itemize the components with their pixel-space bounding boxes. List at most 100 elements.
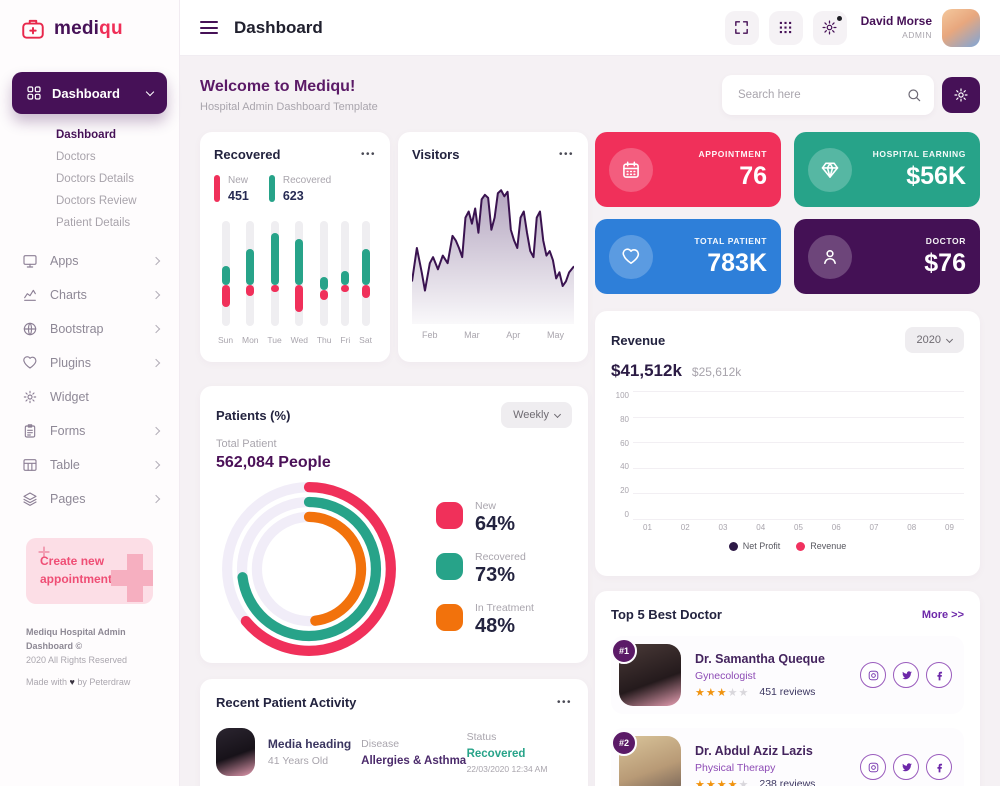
- visitors-card-title: Visitors: [412, 147, 460, 162]
- more-options-icon[interactable]: •••: [360, 149, 376, 160]
- ring-recovered: [236, 496, 382, 642]
- welcome-subtitle: Hospital Admin Dashboard Template: [200, 100, 378, 113]
- doctor-row[interactable]: #1 Dr. Samantha Queque Gynecologist ★ ★ ★ ★…: [611, 636, 964, 714]
- sidebar-item-charts[interactable]: Charts: [0, 278, 179, 312]
- sidebar-item-bootstrap[interactable]: Bootstrap: [0, 312, 179, 346]
- status-label: Status: [466, 730, 497, 743]
- chevron-down-icon: [145, 87, 155, 96]
- period-select[interactable]: Weekly: [501, 402, 572, 428]
- recovered-chart: Sun Mon Tue Wed: [214, 221, 376, 345]
- apps-grid-button[interactable]: [768, 10, 803, 45]
- submenu-item-doctors-details[interactable]: Doctors Details: [56, 173, 134, 185]
- doctor-row[interactable]: #2 Dr. Abdul Aziz Lazis Physical Therapy…: [611, 728, 964, 786]
- sidebar-item-table[interactable]: Table: [0, 448, 179, 482]
- bootstrap-icon: [22, 321, 38, 337]
- more-options-icon[interactable]: •••: [558, 149, 574, 160]
- grid-icon: [779, 21, 792, 34]
- twitter-icon[interactable]: [893, 754, 919, 780]
- patients-legend-new: New 64%: [436, 500, 534, 536]
- stat-card-hospital-earning[interactable]: HOSPITAL EARNING $56K: [794, 132, 980, 207]
- stat-card-doctor[interactable]: DOCTOR $76: [794, 219, 980, 294]
- brand-logo[interactable]: mediqu: [0, 0, 179, 42]
- sidebar-item-widget[interactable]: Widget: [0, 380, 179, 414]
- sidebar-item-plugins[interactable]: Plugins: [0, 346, 179, 380]
- settings-button[interactable]: [942, 77, 980, 113]
- revenue-numbers: $41,512k $25,612k: [611, 361, 964, 381]
- ring-in-treatment: [251, 511, 367, 627]
- stat-value: 783K: [707, 248, 767, 277]
- stat-label: TOTAL PATIENT: [694, 235, 767, 246]
- patient-activity-row[interactable]: Media heading 41 Years Old Disease Aller…: [216, 728, 572, 776]
- sidebar-menu: Apps Charts Bootstrap Plugins Widget For…: [0, 244, 179, 516]
- heart-glyph: ♥: [69, 676, 75, 687]
- more-options-icon[interactable]: •••: [556, 697, 572, 708]
- revenue-plot: [633, 391, 964, 520]
- candle-wed: Wed: [291, 221, 308, 345]
- revenue-card: Revenue 2020 $41,512k $25,612k 100 80 60 40…: [595, 311, 980, 576]
- patients-card-title: Patients (%): [216, 407, 291, 423]
- sidebar-item-apps[interactable]: Apps: [0, 244, 179, 278]
- visitors-chart: Feb Mar Apr May: [412, 172, 574, 340]
- submenu-item-dashboard[interactable]: Dashboard: [56, 129, 117, 141]
- candle-thu: Thu: [317, 221, 332, 345]
- status-value: Recovered: [466, 747, 526, 760]
- stat-card-total-patient[interactable]: TOTAL PATIENT 783K: [595, 219, 781, 294]
- patients-chart-body: New 64% Recovered 73% In Treatment 48%: [216, 476, 572, 662]
- more-link[interactable]: More >>: [921, 608, 964, 621]
- doctors-card-title: Top 5 Best Doctor: [611, 607, 722, 622]
- stat-label: APPOINTMENT: [698, 148, 767, 159]
- patient-name: Media heading: [267, 737, 352, 751]
- plugins-icon: [22, 355, 38, 371]
- sidebar-item-pages[interactable]: Pages: [0, 482, 179, 516]
- patient-avatar: [216, 728, 255, 776]
- star-icon: ★: [695, 778, 705, 786]
- y-tick: 0: [624, 509, 629, 519]
- top-doctors-card: Top 5 Best Doctor More >> #1 Dr. Samanth…: [595, 591, 980, 786]
- fullscreen-button[interactable]: [724, 10, 759, 45]
- month-label: Mar: [464, 330, 480, 340]
- create-appointment-card[interactable]: Create new appointment: [26, 538, 153, 604]
- search-icon[interactable]: [906, 87, 922, 103]
- twitter-icon[interactable]: [893, 662, 919, 688]
- candle-fri: Fri: [340, 221, 350, 345]
- visitors-line: [412, 190, 574, 290]
- dashboard-columns: Recovered ••• New 451 Recovered 623 Sun: [200, 132, 980, 786]
- user-avatar[interactable]: [942, 8, 980, 47]
- facebook-icon[interactable]: [926, 662, 952, 688]
- recovered-card-title: Recovered: [214, 147, 281, 162]
- chevron-down-icon: [553, 410, 562, 418]
- search-input[interactable]: [738, 89, 906, 101]
- recovered-card: Recovered ••• New 451 Recovered 623 Sun: [200, 132, 390, 362]
- candle-sun: Sun: [218, 221, 233, 345]
- submenu-item-doctors[interactable]: Doctors: [56, 151, 96, 163]
- hamburger-menu-icon[interactable]: [200, 18, 218, 38]
- submenu-item-doctors-review[interactable]: Doctors Review: [56, 195, 137, 207]
- sidebar-item-forms[interactable]: Forms: [0, 414, 179, 448]
- y-tick: 60: [620, 438, 629, 448]
- instagram-icon[interactable]: [860, 754, 886, 780]
- submenu-item-patient-details[interactable]: Patient Details: [56, 217, 131, 229]
- stat-value: $76: [924, 248, 966, 277]
- right-column: APPOINTMENT 76 HOSPITAL EARNING $56K TOT…: [595, 132, 980, 786]
- gear-icon: [822, 20, 837, 35]
- welcome-block: Welcome to Mediqu! Hospital Admin Dashbo…: [200, 78, 378, 113]
- candle-tue: Tue: [267, 221, 282, 345]
- welcome-title: Welcome to Mediqu!: [200, 77, 356, 95]
- patients-card: Patients (%) Weekly Total Patient 562,08…: [200, 386, 588, 663]
- mini-cards-row: Recovered ••• New 451 Recovered 623 Sun: [200, 132, 588, 362]
- stat-card-appointment[interactable]: APPOINTMENT 76: [595, 132, 781, 207]
- settings-notification-button[interactable]: [812, 10, 847, 45]
- visitors-area-fill: [412, 190, 574, 324]
- sidebar-item-dashboard-active[interactable]: Dashboard: [12, 72, 167, 114]
- patients-radial-chart: [222, 482, 396, 656]
- forms-icon: [22, 423, 38, 439]
- star-icon: ★: [716, 686, 727, 699]
- facebook-icon[interactable]: [926, 754, 952, 780]
- year-select[interactable]: 2020: [904, 327, 964, 353]
- revenue-bars: [633, 391, 964, 519]
- instagram-icon[interactable]: [860, 662, 886, 688]
- star-icon: ★: [738, 686, 749, 699]
- legend-item-revenue: Revenue: [796, 541, 846, 551]
- sidebar-footer: Mediqu Hospital Admin Dashboard © 2020 A…: [26, 626, 153, 690]
